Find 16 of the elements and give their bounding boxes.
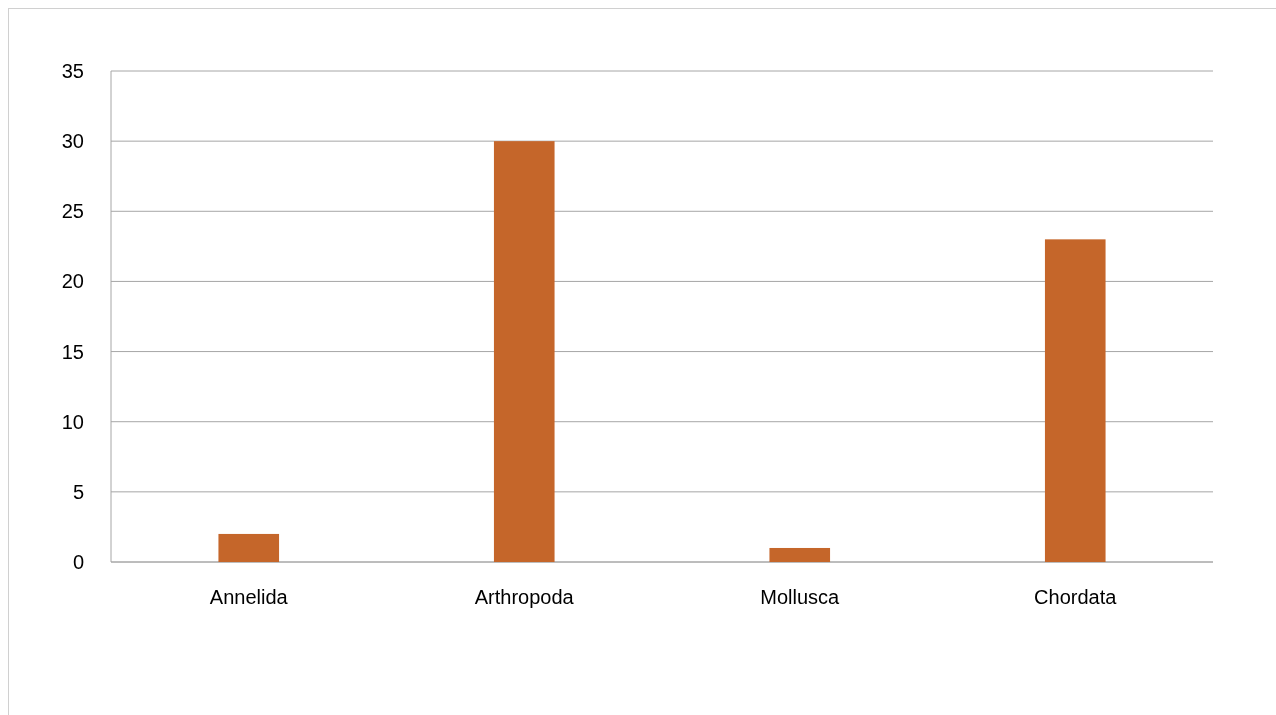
x-tick-label: Chordata (1034, 586, 1118, 608)
bar (769, 547, 831, 562)
y-tick-label: 10 (61, 410, 84, 433)
y-tick-label: 5 (72, 480, 84, 503)
y-tick-label: 0 (72, 551, 84, 573)
y-tick-label: 20 (61, 270, 84, 293)
y-tick-label: 30 (61, 130, 84, 153)
y-tick-label: 15 (61, 340, 84, 363)
bar (218, 533, 280, 562)
x-tick-label: Annelida (209, 586, 289, 608)
y-tick-label: 35 (61, 60, 84, 82)
x-tick-label: Arthropoda (474, 586, 575, 608)
x-tick-label: Mollusca (760, 586, 841, 608)
bar (493, 141, 555, 562)
bar (1044, 239, 1106, 562)
y-tick-label: 25 (61, 200, 84, 223)
